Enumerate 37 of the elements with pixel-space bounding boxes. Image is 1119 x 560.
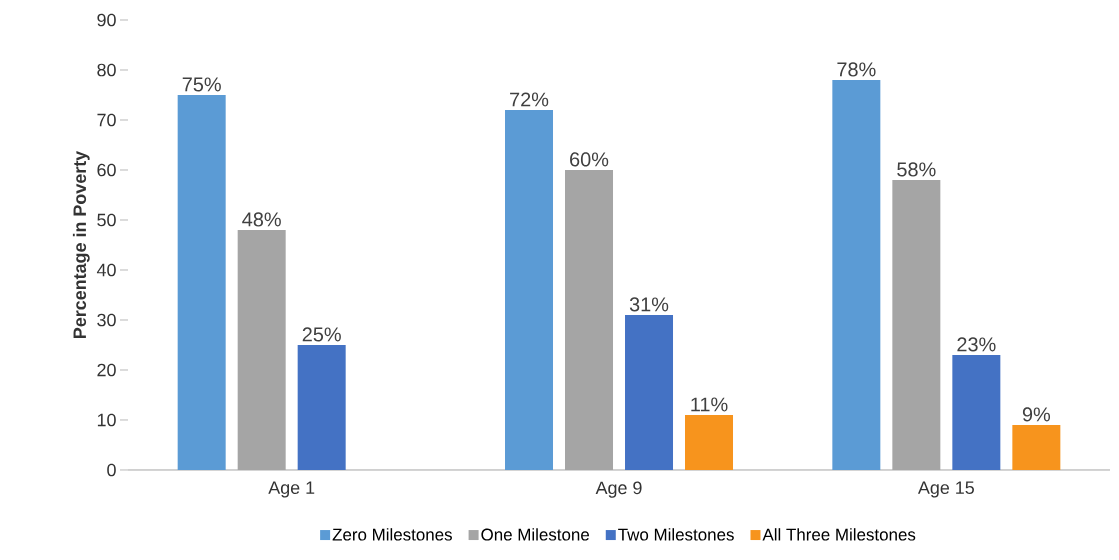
y-tick-label: 60 xyxy=(97,163,116,177)
bar xyxy=(625,314,674,470)
bar xyxy=(952,354,1001,470)
bar xyxy=(832,80,881,470)
x-tick-label: Age 15 xyxy=(917,481,974,498)
data-label: 48% xyxy=(242,212,281,227)
x-tick-label: Age 1 xyxy=(268,481,315,498)
y-tick-label: 80 xyxy=(97,63,116,77)
y-tick-label: 70 xyxy=(97,113,116,127)
bar xyxy=(297,344,346,470)
y-tick-label: 20 xyxy=(97,363,116,377)
legend-label: All Three Milestones xyxy=(762,528,916,541)
data-label: 75% xyxy=(182,77,221,92)
y-tick-label: 0 xyxy=(107,463,116,477)
bar xyxy=(685,414,734,470)
y-tick-label: 90 xyxy=(97,13,116,27)
y-tick-label: 10 xyxy=(97,413,116,427)
legend-label: One Milestone xyxy=(481,528,590,541)
x-tick-label: Age 9 xyxy=(595,481,642,498)
data-label: 23% xyxy=(957,337,996,352)
data-label: 9% xyxy=(1022,407,1051,422)
bar xyxy=(177,95,226,470)
legend-label: Two Milestones xyxy=(618,528,734,541)
bar xyxy=(505,109,554,470)
data-label: 78% xyxy=(837,62,876,77)
y-tick-label: 40 xyxy=(96,263,116,277)
y-axis-title: Percentage in Poverty xyxy=(72,150,90,338)
y-tick-label: 50 xyxy=(97,213,116,227)
data-label: 31% xyxy=(629,297,669,312)
data-label: 60% xyxy=(570,152,609,167)
data-label: 25% xyxy=(302,327,341,342)
data-label: 58% xyxy=(897,162,936,177)
bar xyxy=(1012,424,1061,470)
legend-label: Zero Milestones xyxy=(332,528,452,541)
data-label: 72% xyxy=(510,92,549,107)
data-label: 11% xyxy=(691,397,728,412)
y-tick-label: 30 xyxy=(97,313,116,327)
